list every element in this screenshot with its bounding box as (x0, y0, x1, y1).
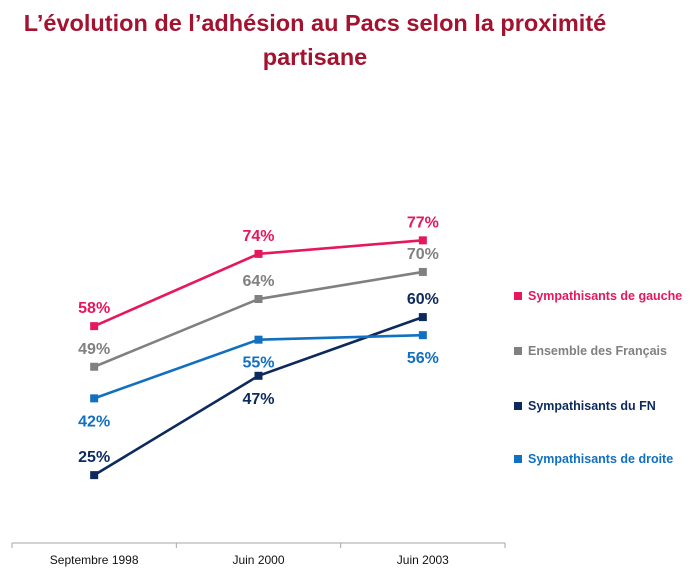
data-label: 77% (407, 214, 439, 231)
data-label: 56% (407, 350, 439, 367)
legend-item: Sympathisants de gauche (514, 289, 682, 303)
data-label: 55% (242, 355, 274, 372)
chart-title-line-2: partisane (262, 44, 368, 70)
legend-label: Sympathisants de gauche (528, 289, 683, 303)
legend-item: Ensemble des Français (514, 344, 667, 358)
legend-swatch (514, 347, 522, 355)
data-label: 25% (78, 449, 110, 466)
chart-title: L’évolution de l’adhésion au Pacs selon … (0, 6, 630, 74)
legend-label: Sympathisants du FN (528, 399, 656, 413)
legend-item: Sympathisants du FN (514, 399, 656, 413)
data-point-marker (90, 362, 99, 371)
data-label: 60% (407, 291, 439, 308)
legend-swatch (514, 402, 522, 410)
data-point-marker (418, 331, 427, 340)
data-label: 74% (242, 228, 274, 245)
x-tick-label: Juin 2003 (396, 553, 449, 567)
data-label: 42% (78, 413, 110, 430)
data-label: 49% (78, 341, 110, 358)
data-point-marker (90, 322, 99, 331)
data-point-marker (254, 295, 263, 304)
x-tick-label: Septembre 1998 (49, 553, 139, 567)
x-tick-label: Juin 2000 (232, 553, 285, 567)
data-point-marker (90, 394, 99, 403)
data-point-marker (254, 249, 263, 258)
legend-swatch (514, 455, 522, 463)
data-label: 47% (242, 391, 274, 408)
data-point-marker (418, 267, 427, 276)
chart-title-line-1: L’évolution de l’adhésion au Pacs selon … (23, 10, 607, 36)
legend-swatch (514, 292, 522, 300)
legend-label: Ensemble des Français (528, 344, 667, 358)
data-label: 64% (242, 273, 274, 290)
legend-item: Sympathisants de droite (514, 452, 673, 466)
data-point-marker (418, 313, 427, 322)
data-label: 70% (407, 246, 439, 263)
data-label: 58% (78, 300, 110, 317)
legend-label: Sympathisants de droite (528, 452, 674, 466)
data-point-marker (254, 371, 263, 380)
data-point-marker (90, 471, 99, 480)
data-point-marker (418, 236, 427, 245)
data-point-marker (254, 335, 263, 344)
